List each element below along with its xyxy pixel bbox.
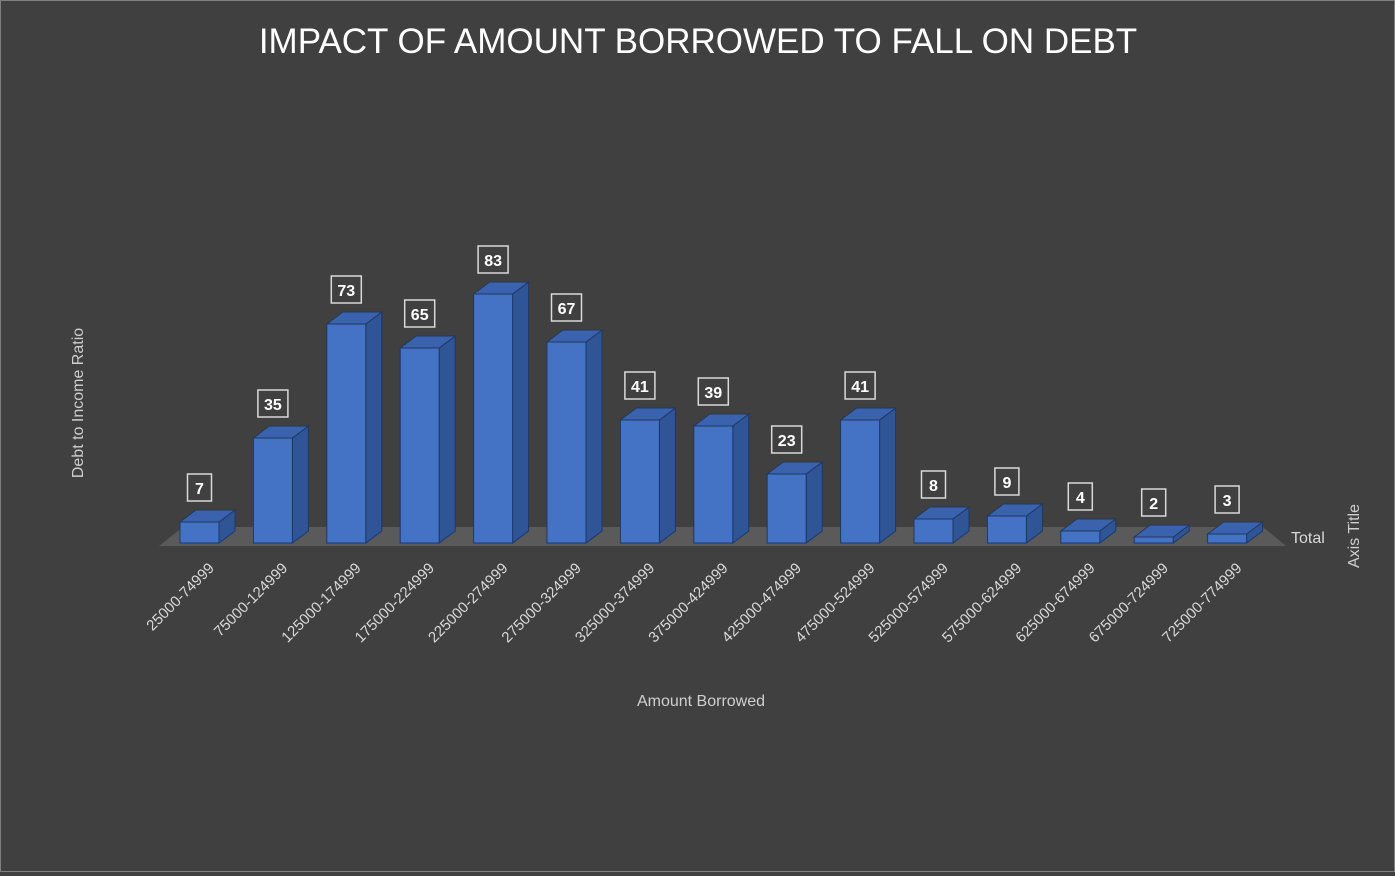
bar-525000-574999: 8 <box>912 470 971 544</box>
bar-side <box>658 407 676 544</box>
data-label-box <box>330 275 363 304</box>
data-label: 65 <box>411 307 429 324</box>
bar-front <box>179 521 220 544</box>
bar-725000-774999: 3 <box>1206 485 1265 544</box>
bar-front <box>252 437 293 544</box>
bar-front <box>1060 530 1101 544</box>
data-label-box <box>1140 488 1167 517</box>
bar-front <box>326 323 367 544</box>
data-label-box <box>697 377 730 406</box>
bar-front <box>619 419 660 544</box>
data-label: 39 <box>704 385 722 402</box>
x-tick-labels: 25000-7499975000-124999125000-1749991750… <box>143 560 1245 646</box>
data-label-box <box>186 473 213 502</box>
data-label-box <box>1067 482 1094 511</box>
data-label: 23 <box>778 433 796 450</box>
bar-side <box>879 407 897 544</box>
data-label: 35 <box>264 397 282 414</box>
bar-side <box>365 311 383 544</box>
data-label-box <box>1214 485 1240 514</box>
data-label-box <box>994 467 1020 496</box>
data-label-box <box>844 371 876 400</box>
bar-75000-124999: 35 <box>251 389 310 544</box>
bar-425000-474999: 23 <box>765 425 824 544</box>
data-label: 83 <box>484 253 502 270</box>
bar-front <box>913 518 954 544</box>
bar-475000-524999: 41 <box>839 371 898 544</box>
bar-front <box>986 515 1027 544</box>
data-label-box <box>624 371 656 400</box>
data-label: 2 <box>1149 496 1158 513</box>
bar-front <box>693 425 734 544</box>
data-label: 3 <box>1223 493 1232 510</box>
bar-675000-724999: 2 <box>1132 488 1191 544</box>
depth-axis-title: Axis Title <box>1346 504 1363 568</box>
data-label-box <box>920 470 947 499</box>
bar-front <box>546 341 587 544</box>
data-label: 67 <box>558 301 576 318</box>
data-label: 4 <box>1076 490 1085 507</box>
bar-front <box>399 347 440 544</box>
bar-side <box>585 329 603 544</box>
data-label: 7 <box>195 481 204 498</box>
data-label-box <box>403 299 436 328</box>
bar-25000-74999: 7 <box>178 473 237 544</box>
data-label-box <box>477 245 509 274</box>
x-tick-label: 725000-774999 <box>1159 560 1245 646</box>
data-label: 41 <box>851 379 869 396</box>
bar-side <box>512 280 530 545</box>
data-label: 41 <box>631 379 649 396</box>
x-axis-title: Amount Borrowed <box>637 693 765 710</box>
bar-side <box>732 413 750 544</box>
bar-275000-324999: 67 <box>545 293 604 544</box>
y-axis-title: Debt to Income Ratio <box>70 328 87 478</box>
bar-125000-174999: 73 <box>325 275 384 544</box>
bar-front <box>1133 536 1174 544</box>
data-label-box <box>550 293 583 322</box>
data-label: 73 <box>337 283 355 300</box>
data-label: 8 <box>929 478 938 495</box>
data-label: 9 <box>1002 475 1011 492</box>
data-label-box <box>770 425 803 454</box>
chart-title: IMPACT OF AMOUNT BORROWED TO FALL ON DEB… <box>259 22 1137 61</box>
bar-front <box>1207 533 1248 544</box>
bar-front <box>473 293 514 544</box>
bar-625000-674999: 4 <box>1059 482 1118 544</box>
bar-front <box>840 419 881 544</box>
bar-side <box>291 425 309 544</box>
data-label-box <box>257 389 289 418</box>
x-tick-label: 75000-124999 <box>211 560 291 640</box>
bar-side <box>438 335 456 544</box>
bar-575000-624999: 9 <box>985 467 1044 544</box>
bar-175000-224999: 65 <box>398 299 457 544</box>
bar-front <box>766 473 807 544</box>
bar-375000-424999: 39 <box>692 377 751 544</box>
bar-325000-374999: 41 <box>618 371 677 544</box>
bar-225000-274999: 83 <box>472 245 531 545</box>
bar-side <box>805 461 823 544</box>
series-axis-label: Total <box>1291 530 1325 547</box>
x-tick-label: 25000-74999 <box>143 560 218 635</box>
